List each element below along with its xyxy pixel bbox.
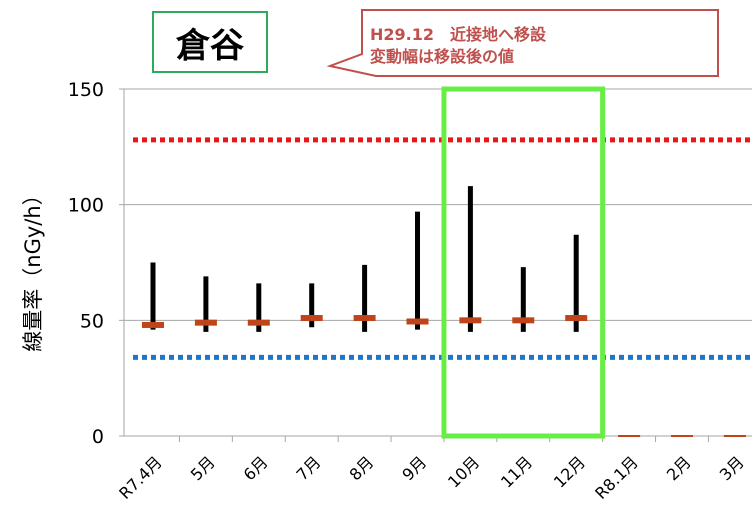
x-tick-label: 2月	[663, 452, 695, 484]
callout-line-2: 変動幅は移設後の値	[370, 47, 515, 66]
mean-marker	[459, 317, 482, 324]
mean-marker	[300, 315, 323, 322]
y-tick-label: 150	[68, 79, 104, 101]
x-tick-label: 7月	[293, 452, 325, 484]
mean-marker	[353, 315, 376, 322]
x-tick-label: 5月	[187, 452, 219, 484]
highlight-box	[441, 86, 606, 439]
y-tick-label: 50	[80, 310, 104, 332]
mean-marker	[671, 435, 693, 437]
x-tick-label: R7.4月	[115, 452, 166, 503]
y-tick-label: 100	[68, 195, 104, 217]
mean-marker	[618, 435, 641, 437]
x-tick-label: 8月	[345, 452, 377, 484]
x-tick-label: 11月	[497, 452, 536, 491]
mean-marker	[406, 318, 429, 325]
mean-marker	[194, 319, 217, 326]
y-tick-label: 0	[92, 426, 104, 448]
x-tick-label: R8.1月	[591, 452, 642, 503]
callout-line-1: H29.12 近接地へ移設	[370, 25, 547, 44]
mean-marker	[142, 321, 164, 328]
mean-marker	[512, 317, 535, 324]
mean-marker	[565, 315, 588, 322]
x-tick-label: 10月	[444, 452, 483, 491]
callout-bubble	[326, 9, 719, 77]
x-tick-label: 9月	[398, 452, 430, 484]
mean-marker	[723, 435, 746, 437]
x-tick-label: 6月	[240, 452, 272, 484]
x-tick-label: 3月	[716, 452, 748, 484]
x-tick-label: 12月	[550, 452, 589, 491]
callout-text: H29.12 近接地へ移設 変動幅は移設後の値	[370, 24, 546, 68]
y-axis-label: 線量率（nGy/h）	[21, 184, 45, 352]
station-title: 倉谷	[152, 11, 268, 73]
mean-marker	[247, 319, 270, 326]
